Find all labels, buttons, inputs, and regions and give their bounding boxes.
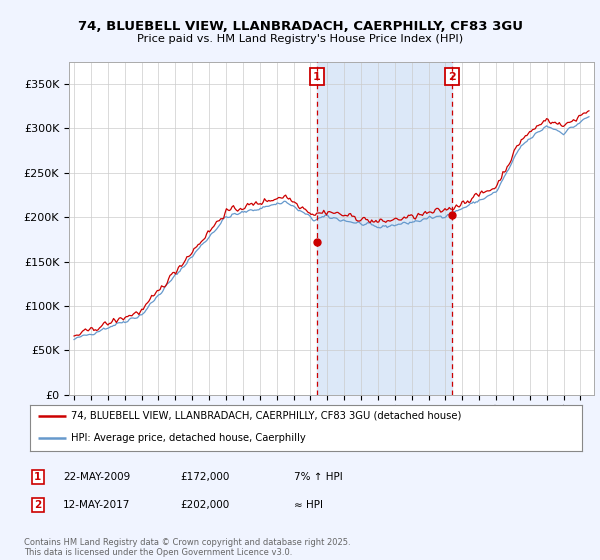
Text: ≈ HPI: ≈ HPI (294, 500, 323, 510)
Text: 74, BLUEBELL VIEW, LLANBRADACH, CAERPHILLY, CF83 3GU: 74, BLUEBELL VIEW, LLANBRADACH, CAERPHIL… (77, 20, 523, 32)
Bar (317, 62, 452, 395)
Text: 74, BLUEBELL VIEW, LLANBRADACH, CAERPHILLY, CF83 3GU (detached house): 74, BLUEBELL VIEW, LLANBRADACH, CAERPHIL… (71, 411, 462, 421)
Text: 1: 1 (34, 472, 41, 482)
Text: £172,000: £172,000 (180, 472, 229, 482)
Text: HPI: Average price, detached house, Caerphilly: HPI: Average price, detached house, Caer… (71, 433, 306, 443)
Text: 2: 2 (34, 500, 41, 510)
Text: 2: 2 (448, 72, 455, 82)
Text: 7% ↑ HPI: 7% ↑ HPI (294, 472, 343, 482)
Text: 22-MAY-2009: 22-MAY-2009 (63, 472, 130, 482)
Text: £202,000: £202,000 (180, 500, 229, 510)
Text: 12-MAY-2017: 12-MAY-2017 (63, 500, 130, 510)
Text: 1: 1 (313, 72, 320, 82)
Text: Contains HM Land Registry data © Crown copyright and database right 2025.
This d: Contains HM Land Registry data © Crown c… (24, 538, 350, 557)
Text: Price paid vs. HM Land Registry's House Price Index (HPI): Price paid vs. HM Land Registry's House … (137, 34, 463, 44)
